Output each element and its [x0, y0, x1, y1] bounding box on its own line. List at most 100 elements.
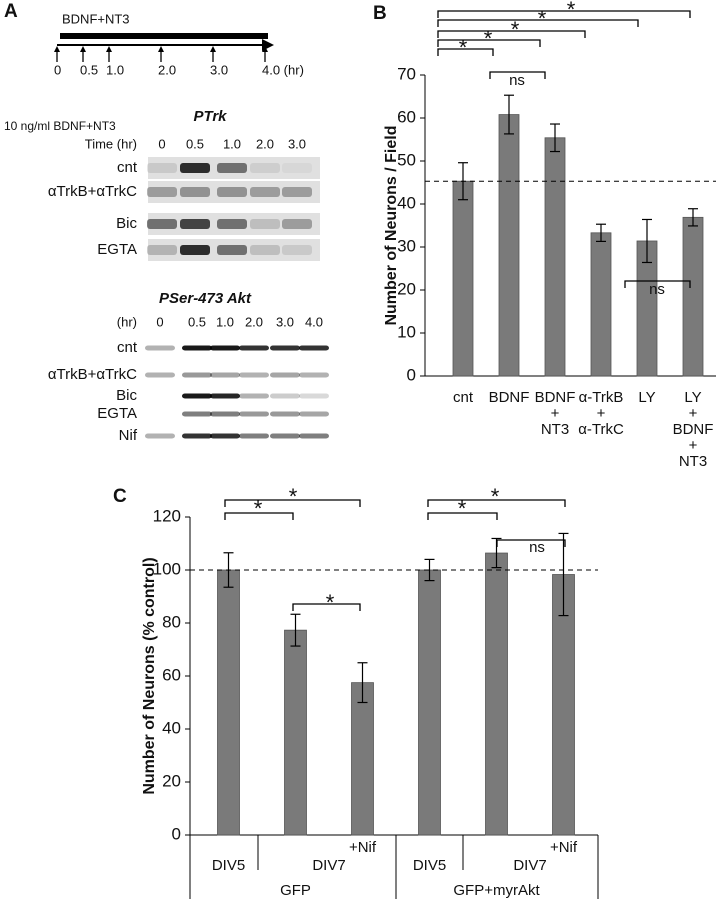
time-label: 0 [156, 314, 163, 329]
tick-arrowhead [158, 46, 164, 52]
blot-band [182, 411, 212, 417]
time-label: 2.0 [256, 136, 274, 151]
time-label: 1.0 [216, 314, 234, 329]
y-axis-label: Number of Neurons (% control) [141, 557, 158, 794]
bar [217, 569, 240, 836]
y-tick-label: 80 [162, 612, 181, 631]
bar [452, 180, 474, 377]
significance-bracket [437, 19, 639, 27]
row-label: Bic [116, 387, 137, 404]
blot-title: PTrk [193, 108, 227, 125]
significance-label: ns [649, 281, 665, 298]
bar [284, 629, 307, 836]
row-label: Nif [119, 427, 138, 444]
significance-bracket [224, 512, 294, 520]
x-tick-label: + [597, 405, 606, 422]
blot-band [182, 345, 212, 351]
tick-arrowhead [106, 46, 112, 52]
significance-bracket [437, 10, 691, 18]
significance-label: * [289, 484, 298, 509]
blot-band [270, 345, 300, 351]
significance-bracket [496, 539, 566, 547]
significance-label: ns [529, 539, 545, 556]
blot-band [210, 345, 240, 351]
blot-band [250, 219, 280, 229]
time-label: 0 [158, 136, 165, 151]
blot-band [180, 163, 210, 173]
blot-band [239, 393, 269, 399]
significance-label: * [326, 590, 335, 615]
blot-band [147, 245, 177, 255]
y-tick-label: 60 [397, 107, 416, 126]
significance-bracket [437, 39, 541, 47]
span-label: DIV7 [312, 857, 345, 874]
blot-band [217, 163, 247, 173]
bar [590, 232, 612, 377]
span-label: DIV7 [513, 857, 546, 874]
significance-bracket [224, 499, 361, 507]
treatment-bar [60, 33, 268, 39]
significance-bracket [437, 30, 586, 38]
significance-label: * [491, 484, 500, 509]
blot-band [210, 372, 240, 378]
significance-bracket [292, 603, 361, 611]
blot-band [239, 433, 269, 439]
bar [498, 114, 520, 377]
time-label: 1.0 [223, 136, 241, 151]
blot-band [250, 245, 280, 255]
blot-band [282, 245, 312, 255]
blot-band [180, 187, 210, 197]
y-tick-label: 120 [153, 506, 181, 525]
row-label: cnt [117, 159, 138, 176]
blot-band [217, 187, 247, 197]
y-tick-label: 40 [162, 718, 181, 737]
time-tick-label: 4.0 (hr) [262, 62, 304, 77]
time-tick-label: 0 [54, 62, 61, 77]
x-tick-label: + [689, 405, 698, 422]
blot-band [217, 245, 247, 255]
time-header: (hr) [117, 314, 137, 329]
time-tick-label: 0.5 [80, 62, 98, 77]
y-tick-label: 100 [153, 559, 181, 578]
bar [418, 569, 441, 836]
significance-bracket [427, 512, 498, 520]
time-header: Time (hr) [85, 136, 137, 151]
x-tick-label: +Nif [550, 839, 578, 856]
tick-arrowhead [262, 46, 268, 52]
time-label: 2.0 [245, 314, 263, 329]
y-tick-label: 20 [162, 771, 181, 790]
blot-band [299, 433, 329, 439]
row-label: Bic [116, 215, 137, 232]
row-label: cnt [117, 339, 138, 356]
blot-band [299, 372, 329, 378]
significance-bracket [437, 48, 494, 56]
blot-band [145, 433, 175, 439]
y-tick-label: 40 [397, 193, 416, 212]
row-label: EGTA [97, 405, 137, 422]
blot-background [148, 181, 320, 203]
blot-band [299, 411, 329, 417]
y-tick-label: 70 [397, 64, 416, 83]
time-label: 3.0 [288, 136, 306, 151]
significance-label: * [484, 26, 493, 51]
blot-band [250, 163, 280, 173]
panel-label: B [373, 3, 387, 24]
blot-band [239, 372, 269, 378]
time-label: 3.0 [276, 314, 294, 329]
blot-band [282, 219, 312, 229]
blot-band [239, 411, 269, 417]
significance-label: * [567, 0, 576, 22]
blot-band [145, 345, 175, 351]
blot-band [239, 345, 269, 351]
blot-band [210, 411, 240, 417]
row-label: EGTA [97, 241, 137, 258]
blot-band [180, 245, 210, 255]
x-tick-label: α-TrkC [578, 421, 624, 438]
significance-bracket [427, 499, 566, 507]
blot-condition: 10 ng/ml BDNF+NT3 [4, 119, 116, 133]
panel-label: A [4, 1, 18, 22]
blot-band [299, 345, 329, 351]
time-label: 0.5 [188, 314, 206, 329]
x-tick-label: LY [684, 389, 701, 406]
